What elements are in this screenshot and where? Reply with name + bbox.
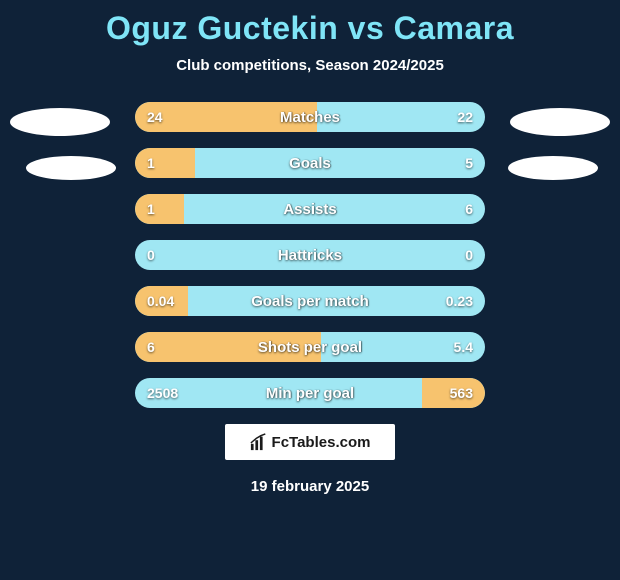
page-title: Oguz Guctekin vs Camara: [0, 0, 620, 47]
stat-right-value: 5: [465, 148, 473, 178]
attribution-text: FcTables.com: [272, 434, 371, 451]
stat-row: 0.040.23Goals per match: [135, 286, 485, 316]
stat-bars: 2422Matches 15Goals 16Assists 0 0Hattricks 0.…: [135, 102, 485, 408]
chart-icon: [250, 433, 268, 451]
stat-right-value: 0: [465, 240, 473, 270]
stat-left-value: 2508: [147, 378, 178, 408]
stat-left-fill: [135, 194, 184, 224]
stat-label: Hattricks: [135, 240, 485, 270]
stat-row: 15Goals: [135, 148, 485, 178]
stat-row: 16Assists: [135, 194, 485, 224]
stat-left-fill: [135, 332, 321, 362]
stat-left-value: 0: [147, 240, 155, 270]
stat-left-fill: [135, 102, 317, 132]
stat-left-fill: [135, 286, 188, 316]
stat-right-value: 22: [457, 102, 473, 132]
subtitle: Club competitions, Season 2024/2025: [0, 57, 620, 74]
stat-right-value: 6: [465, 194, 473, 224]
comparison-stage: 2422Matches 15Goals 16Assists 0 0Hattricks 0.…: [0, 102, 620, 408]
stat-right-value: 0.23: [446, 286, 473, 316]
stat-label: Goals per match: [135, 286, 485, 316]
attribution-badge: FcTables.com: [225, 424, 395, 460]
player-left-ellipse-1: [10, 108, 110, 136]
stat-right-fill: [422, 378, 485, 408]
footer-date: 19 february 2025: [0, 478, 620, 495]
player-right-ellipse-2: [508, 156, 598, 180]
player-right-ellipse-1: [510, 108, 610, 136]
stat-label: Assists: [135, 194, 485, 224]
stat-right-value: 5.4: [454, 332, 473, 362]
stat-row: 0 0Hattricks: [135, 240, 485, 270]
stat-row: 2508563Min per goal: [135, 378, 485, 408]
stat-left-fill: [135, 148, 195, 178]
player-left-ellipse-2: [26, 156, 116, 180]
stat-row: 65.4Shots per goal: [135, 332, 485, 362]
stat-row: 2422Matches: [135, 102, 485, 132]
